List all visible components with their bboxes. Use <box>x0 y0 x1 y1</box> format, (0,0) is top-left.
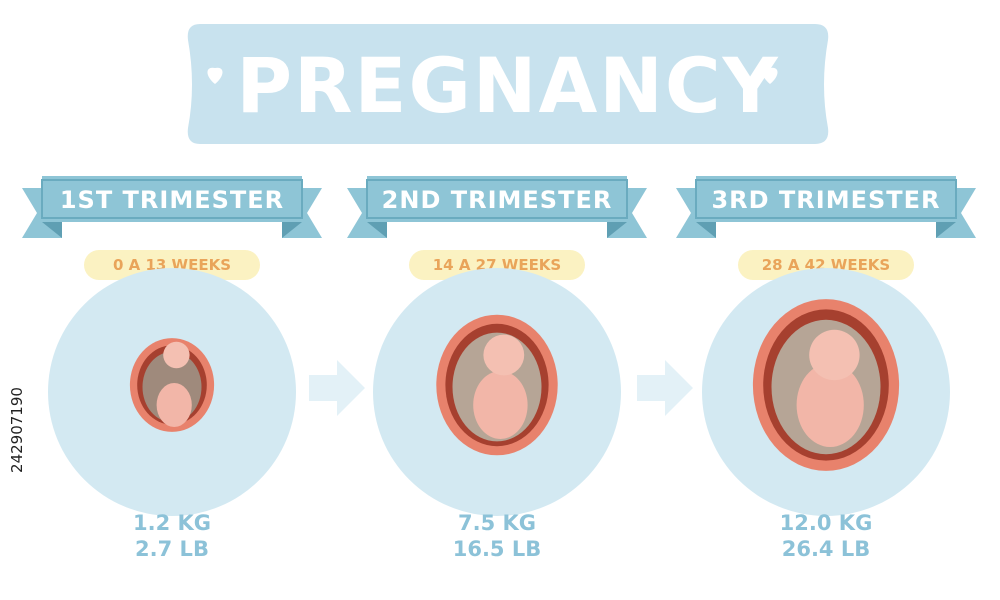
weeks-label: 0 A 13 WEEKS <box>113 256 231 274</box>
weight-kg: 7.5 KG <box>458 511 536 535</box>
heart <box>207 67 223 84</box>
weeks-pill <box>738 250 914 280</box>
fetus-body <box>796 363 864 447</box>
ribbon-fold <box>42 222 62 238</box>
ribbon-label: 3RD TRIMESTER <box>711 186 940 214</box>
ribbon-edge <box>695 179 957 219</box>
fetus-body <box>473 371 528 439</box>
weeks-pill <box>409 250 585 280</box>
ribbon-edge <box>41 179 303 219</box>
title-banner: PREGNANCY <box>187 24 829 144</box>
ribbon-fold <box>367 222 387 238</box>
weight-lb: 16.5 LB <box>453 537 542 561</box>
ribbon <box>367 176 627 222</box>
arrow <box>637 360 693 416</box>
weight-lb: 26.4 LB <box>782 537 871 561</box>
ribbon-fold <box>696 222 716 238</box>
ribbon-label: 2ND TRIMESTER <box>382 186 613 214</box>
ribbon-label: 1ST TRIMESTER <box>60 186 284 214</box>
weight-lb: 2.7 LB <box>135 537 209 561</box>
title: PREGNANCY <box>236 41 779 130</box>
ribbon <box>696 176 956 222</box>
heart <box>762 67 778 84</box>
arrow <box>309 360 365 416</box>
stock-id: 242907190 <box>8 387 26 473</box>
weight-kg: 1.2 KG <box>133 511 211 535</box>
banner-shape <box>187 24 829 144</box>
fetus-head <box>483 334 525 376</box>
fetus-head <box>809 329 860 381</box>
trimester: 1ST TRIMESTER 0 A 13 WEEKS 1.2 KG2.7 LB <box>22 176 322 561</box>
ribbon-fold <box>936 222 956 238</box>
ribbon-edge <box>366 179 628 219</box>
ribbon <box>42 176 302 222</box>
weeks-label: 14 A 27 WEEKS <box>433 256 562 274</box>
fetus-head <box>163 341 190 369</box>
weight-kg: 12.0 KG <box>780 511 873 535</box>
ribbon-fold <box>282 222 302 238</box>
fetus-body <box>156 383 192 427</box>
weeks-pill <box>84 250 260 280</box>
weeks-label: 28 A 42 WEEKS <box>762 256 891 274</box>
ribbon-fold <box>607 222 627 238</box>
